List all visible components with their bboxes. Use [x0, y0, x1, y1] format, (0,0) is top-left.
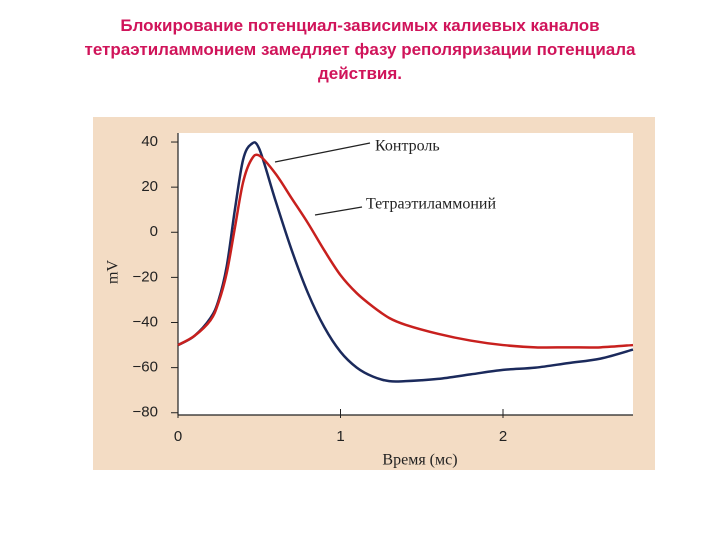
y-tick-label: 40 [141, 133, 158, 150]
series-line [177, 153, 634, 349]
x-tick-label: 1 [336, 428, 344, 445]
y-axis-label: mV [105, 260, 122, 284]
title: Блокирование потенциал-зависимых калиевы… [84, 16, 636, 83]
series-label: Контроль [375, 138, 440, 155]
y-tick-label: −60 [133, 359, 158, 376]
annotation-leader [274, 142, 371, 163]
y-tick-label: 20 [141, 178, 158, 195]
y-tick-label: −80 [133, 404, 158, 421]
y-tick-label: 0 [150, 223, 158, 240]
y-tick-label: −40 [133, 313, 158, 330]
x-axis-label: Время (мс) [382, 452, 457, 469]
series-label: Тетраэтиламмоний [366, 196, 496, 213]
plot-area [178, 133, 633, 415]
y-tick-label: −20 [133, 268, 158, 285]
series-line [177, 141, 634, 383]
x-tick-label: 2 [499, 428, 507, 445]
x-tick-label: 0 [174, 428, 182, 445]
annotation-leader [314, 206, 363, 216]
